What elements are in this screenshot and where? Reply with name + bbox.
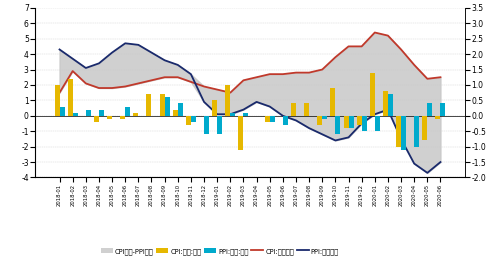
Bar	[94, 116, 99, 122]
Bar	[440, 103, 446, 116]
Bar	[186, 116, 191, 125]
Bar	[230, 113, 235, 116]
Bar	[291, 103, 296, 116]
Bar	[99, 110, 104, 116]
Bar	[322, 116, 327, 119]
Bar	[226, 85, 230, 116]
Bar	[344, 116, 348, 128]
Bar	[173, 110, 178, 116]
Bar	[217, 116, 222, 134]
Bar	[107, 116, 112, 119]
Bar	[283, 116, 288, 125]
Bar	[120, 116, 125, 119]
Bar	[348, 116, 354, 128]
Bar	[68, 79, 72, 116]
Bar	[375, 116, 380, 131]
Bar	[160, 94, 164, 116]
Bar	[264, 116, 270, 122]
Bar	[204, 116, 209, 134]
Bar	[191, 116, 196, 122]
Legend: CPI同比-PPI同比, CPI:环比:右轴, PPI:环比:右轴, CPI:当月同比, PPI:当月同比: CPI同比-PPI同比, CPI:环比:右轴, PPI:环比:右轴, CPI:当…	[98, 245, 342, 257]
Bar	[178, 103, 182, 116]
Bar	[304, 103, 309, 116]
Bar	[270, 116, 274, 122]
Bar	[414, 116, 419, 147]
Bar	[401, 116, 406, 150]
Bar	[370, 73, 375, 116]
Bar	[336, 116, 340, 134]
Bar	[422, 116, 428, 140]
Bar	[212, 100, 217, 116]
Bar	[318, 116, 322, 125]
Bar	[362, 116, 366, 131]
Bar	[146, 94, 152, 116]
Bar	[238, 116, 244, 150]
Bar	[125, 106, 130, 116]
Bar	[60, 106, 64, 116]
Bar	[86, 110, 91, 116]
Bar	[383, 91, 388, 116]
Bar	[330, 88, 336, 116]
Bar	[134, 113, 138, 116]
Bar	[436, 116, 440, 119]
Bar	[356, 116, 362, 125]
Bar	[54, 85, 60, 116]
Bar	[164, 97, 170, 116]
Bar	[388, 94, 393, 116]
Bar	[396, 116, 401, 147]
Bar	[244, 113, 248, 116]
Bar	[72, 113, 78, 116]
Bar	[428, 103, 432, 116]
